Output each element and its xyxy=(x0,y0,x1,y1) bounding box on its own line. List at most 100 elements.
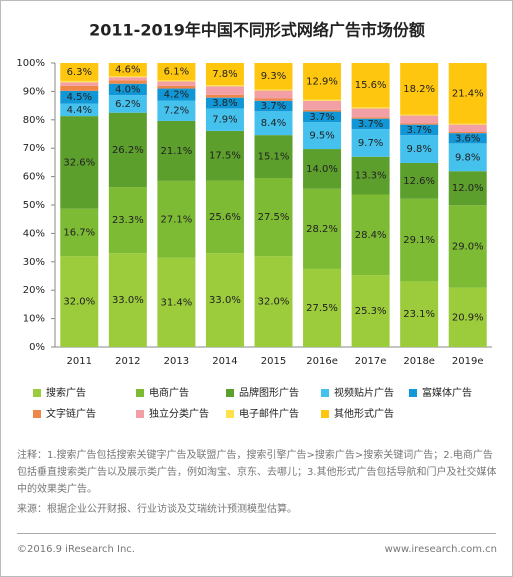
x-tick-label: 2017e xyxy=(355,356,387,367)
x-tick-label: 2019e xyxy=(452,356,484,367)
bar-segment xyxy=(400,115,439,124)
chart: 2011-2019年中国不同形式网络广告市场份额 0% 10% 20% 30% 40% 5… xyxy=(16,21,492,420)
bar-segment xyxy=(205,94,244,98)
legend-swatch xyxy=(33,389,41,397)
website: www.iresearch.com.cn xyxy=(384,544,497,555)
bar-segment xyxy=(157,81,196,86)
bar-segment xyxy=(254,100,293,112)
bar-segment xyxy=(351,275,390,347)
data-label: 3.7% xyxy=(309,112,334,123)
bar-segment xyxy=(400,123,439,125)
bar-segment xyxy=(448,133,487,144)
data-label: 15.6% xyxy=(355,80,387,91)
data-label: 29.0% xyxy=(452,241,484,252)
y-tick-label: 50% xyxy=(23,200,45,211)
data-label: 9.7% xyxy=(358,138,383,149)
bar-segment xyxy=(205,85,244,87)
data-label: 26.2% xyxy=(112,145,144,156)
bar-segment xyxy=(254,135,293,179)
legend-label: 电子邮件广告 xyxy=(239,407,299,420)
y-tick-label: 70% xyxy=(23,143,45,154)
data-label: 13.3% xyxy=(355,171,387,182)
data-label: 6.2% xyxy=(115,99,140,110)
bar-segment xyxy=(205,253,244,347)
data-label: 32.0% xyxy=(258,297,290,308)
y-tick-label: 30% xyxy=(23,257,45,268)
x-tick-label: 2013 xyxy=(164,356,189,367)
bar-segment xyxy=(303,109,342,112)
bar-segment xyxy=(60,90,99,104)
bar-segment xyxy=(157,100,196,121)
data-label: 27.5% xyxy=(306,303,338,314)
x-tick-label: 2018e xyxy=(403,356,435,367)
bar-segment xyxy=(157,120,196,181)
divider xyxy=(17,533,496,534)
data-label: 3.8% xyxy=(212,98,237,109)
data-label: 21.1% xyxy=(160,146,192,157)
bar-segment xyxy=(351,156,390,195)
data-label: 33.0% xyxy=(112,295,144,306)
x-tick-label: 2014 xyxy=(212,356,237,367)
data-label: 3.7% xyxy=(358,119,383,130)
bar-segment xyxy=(303,100,342,110)
bar-segment xyxy=(351,117,390,119)
x-tick-label: 2016e xyxy=(306,356,338,367)
data-label: 7.8% xyxy=(212,69,237,80)
bar-segment xyxy=(108,80,147,84)
legend-swatch xyxy=(321,389,329,397)
legend-label: 搜索广告 xyxy=(46,386,86,399)
y-tick-label: 40% xyxy=(23,228,45,239)
bar-segment xyxy=(157,88,196,101)
chart-title: 2011-2019年中国不同形式网络广告市场份额 xyxy=(89,21,425,40)
notes: 注释：1.搜索广告包括搜索关键字广告及联盟广告，搜索引擎广告>搜索广告>搜索关键… xyxy=(17,450,497,495)
x-tick-label: 2015 xyxy=(261,356,286,367)
y-tick-label: 80% xyxy=(23,115,45,126)
bar-segment xyxy=(303,99,342,101)
bar-segment xyxy=(60,63,99,81)
legend-swatch xyxy=(226,389,234,397)
data-label: 4.5% xyxy=(67,92,92,103)
bar-segment xyxy=(60,80,99,83)
bar-segment xyxy=(351,107,390,109)
data-label: 9.8% xyxy=(455,152,480,163)
bar-segment xyxy=(60,82,99,86)
y-tick-label: 100% xyxy=(16,58,45,69)
data-label: 16.7% xyxy=(63,227,95,238)
bar-segment xyxy=(303,111,342,123)
legend-swatch xyxy=(409,389,417,397)
bar-segment xyxy=(157,257,196,347)
data-label: 27.5% xyxy=(258,212,290,223)
data-label: 23.1% xyxy=(403,309,435,320)
bar-segment xyxy=(108,95,147,113)
bar-segment xyxy=(448,287,487,347)
bar-segment xyxy=(254,256,293,347)
data-label: 25.6% xyxy=(209,212,241,223)
bar-segment xyxy=(108,76,147,78)
bar-segment xyxy=(448,171,487,206)
bar-segment xyxy=(205,130,244,181)
bar-segment xyxy=(448,124,487,133)
legend-swatch xyxy=(33,410,41,418)
data-label: 14.0% xyxy=(306,164,338,175)
data-label: 28.2% xyxy=(306,224,338,235)
data-label: 18.2% xyxy=(403,84,435,95)
bar-segment xyxy=(448,123,487,125)
legend-label: 电商广告 xyxy=(149,386,189,399)
data-label: 17.5% xyxy=(209,151,241,162)
legend-label: 文字链广告 xyxy=(46,407,96,420)
bar-segment xyxy=(400,135,439,163)
bar-segment xyxy=(108,253,147,347)
data-label: 33.0% xyxy=(209,295,241,306)
bar-segment xyxy=(254,178,293,257)
bar-segment xyxy=(400,63,439,115)
bar-segment xyxy=(60,256,99,347)
bar-segment xyxy=(60,116,99,209)
bar-segment xyxy=(400,162,439,199)
data-label: 3.6% xyxy=(455,133,480,144)
bar-segment xyxy=(254,111,293,136)
bar-segment xyxy=(448,205,487,288)
data-label: 4.6% xyxy=(115,65,140,76)
legend-label: 富媒体广告 xyxy=(422,386,472,399)
y-tick-label: 60% xyxy=(23,172,45,183)
data-label: 15.1% xyxy=(258,152,290,163)
